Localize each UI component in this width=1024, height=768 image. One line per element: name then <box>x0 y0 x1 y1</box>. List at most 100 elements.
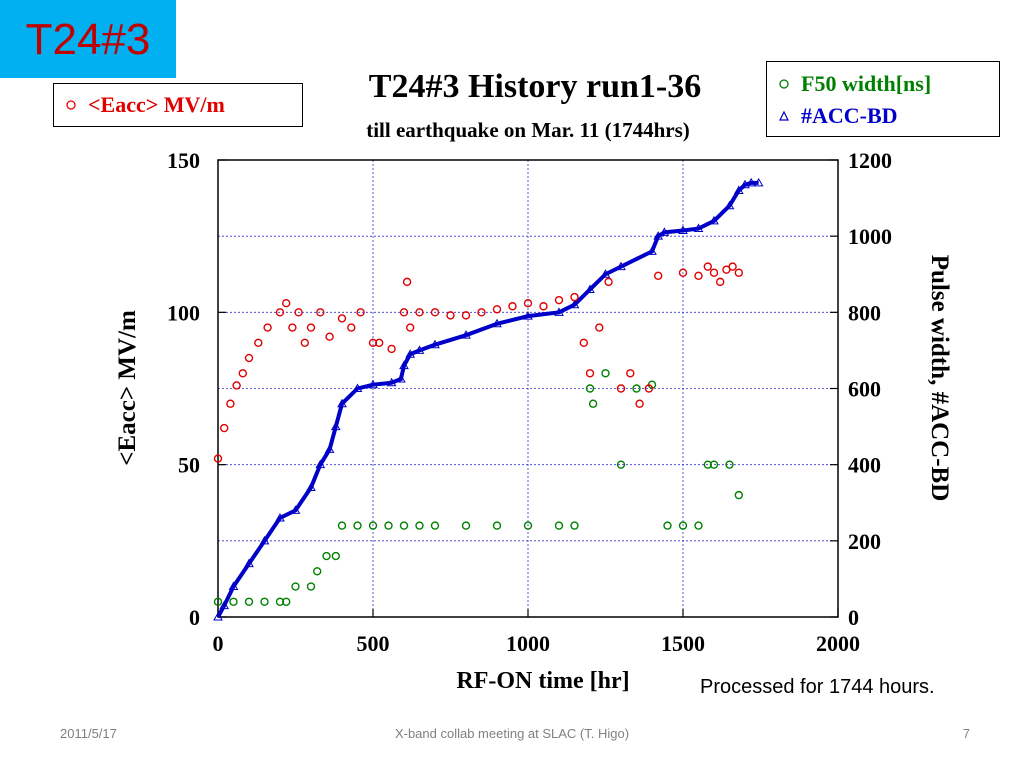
f50-point <box>306 582 316 591</box>
f50-point <box>313 567 322 576</box>
acc-bd-point <box>523 311 533 320</box>
f50-point <box>260 597 269 606</box>
acc-bd-point <box>405 349 416 358</box>
x-axis-label: RF-ON time [hr] <box>456 668 629 694</box>
f50-point <box>725 460 734 469</box>
acc-bd-point <box>492 318 502 328</box>
eacc-point <box>626 369 635 378</box>
legend-label-eacc: <Eacc> MV/m <box>88 92 225 117</box>
acc-bd-point <box>461 330 471 339</box>
y-axis-label-right: Pulse width, #ACC-BD <box>926 255 953 502</box>
eacc-point <box>644 384 654 393</box>
eacc-point <box>213 454 223 463</box>
f50-point <box>244 597 254 606</box>
f50-point <box>353 521 362 530</box>
eacc-point <box>275 308 285 317</box>
f50-point <box>523 521 533 530</box>
eacc-point <box>294 308 303 317</box>
y-right-tick-label: 0 <box>848 605 859 630</box>
acc-bd-point <box>396 373 406 383</box>
eacc-point <box>654 271 663 280</box>
f50-point <box>291 582 300 591</box>
y-right-tick-labels: 0 200 400 600 800 1000 1200 <box>848 148 892 630</box>
eacc-point <box>430 308 440 317</box>
f50-point <box>632 384 641 393</box>
circle-marker-icon <box>54 99 88 111</box>
f50-point <box>554 521 564 530</box>
series-f50-width <box>213 369 743 606</box>
acc-bd-point <box>753 177 764 187</box>
f50-point <box>275 597 285 606</box>
y-left-tick-label: 100 <box>167 300 200 325</box>
acc-bd-point <box>659 227 670 236</box>
x-tick-label: 1000 <box>506 631 550 656</box>
acc-bd-point <box>616 261 626 271</box>
eacc-point <box>477 308 486 317</box>
f50-point <box>331 551 340 561</box>
y-right-tick-label: 1200 <box>848 148 892 173</box>
f50-point <box>585 384 595 393</box>
eacc-point <box>387 344 396 354</box>
acc-bd-point <box>554 307 564 316</box>
legend-right: F50 width[ns] #ACC-BD <box>766 61 1000 137</box>
eacc-point <box>402 277 412 287</box>
eacc-point <box>508 302 517 311</box>
f50-point <box>601 369 610 378</box>
y-right-tick-label: 800 <box>848 300 881 325</box>
acc-bd-point <box>709 215 719 225</box>
eacc-point <box>595 323 604 332</box>
eacc-point <box>678 268 688 277</box>
y-left-tick-label: 50 <box>178 453 200 478</box>
x-tick-label: 1500 <box>661 631 705 656</box>
footer-date: 2011/5/17 <box>60 726 117 741</box>
eacc-point <box>523 298 533 308</box>
legend-entry-accbd: #ACC-BD <box>767 101 999 131</box>
eacc-point <box>325 332 334 341</box>
eacc-point <box>616 384 626 393</box>
y-right-tick-label: 1000 <box>848 224 892 249</box>
y-axis-label-left: <Eacc> MV/m <box>114 310 141 466</box>
x-tick-label: 500 <box>357 631 390 656</box>
acc-bd-point <box>740 179 750 189</box>
f50-point <box>415 521 424 530</box>
f50-point <box>588 399 598 408</box>
processed-hours-note: Processed for 1744 hours. <box>700 676 935 698</box>
f50-point <box>322 551 331 561</box>
slide-title-tag: T24#3 <box>0 0 176 78</box>
eacc-point <box>238 369 248 378</box>
f50-point <box>337 521 347 530</box>
acc-bd-point <box>368 379 378 389</box>
eacc-point <box>244 353 254 363</box>
f50-point <box>213 597 223 606</box>
x-tick-labels: 0 500 1000 1500 2000 <box>213 631 861 656</box>
eacc-point <box>728 262 737 271</box>
eacc-point <box>716 277 725 287</box>
eacc-point <box>703 262 712 271</box>
eacc-point <box>282 298 291 308</box>
eacc-point <box>415 308 424 317</box>
y-left-tick-label: 150 <box>167 148 200 173</box>
x-tick-label: 0 <box>213 631 224 656</box>
acc-bd-point <box>244 558 254 568</box>
acc-bd-point <box>724 200 735 210</box>
f50-point <box>663 521 672 530</box>
circle-marker-icon <box>767 78 801 90</box>
acc-bd-point <box>213 611 223 621</box>
footer-page-number: 7 <box>962 726 970 741</box>
acc-bd-point <box>290 505 301 514</box>
footer-title: X-band collab meeting at SLAC (T. Higo) <box>394 726 630 741</box>
eacc-point <box>635 399 644 408</box>
eacc-point <box>604 277 613 287</box>
y-right-tick-label: 600 <box>848 377 881 402</box>
eacc-point <box>554 295 564 305</box>
legend-entry-eacc: <Eacc> MV/m <box>54 90 302 120</box>
y-right-tick-label: 400 <box>848 453 881 478</box>
eacc-point <box>734 268 743 277</box>
acc-bd-point <box>600 269 611 278</box>
eacc-point <box>709 268 719 277</box>
eacc-point <box>570 292 579 302</box>
eacc-point <box>368 338 378 347</box>
eacc-point <box>288 323 297 332</box>
acc-bd-point <box>306 482 316 492</box>
